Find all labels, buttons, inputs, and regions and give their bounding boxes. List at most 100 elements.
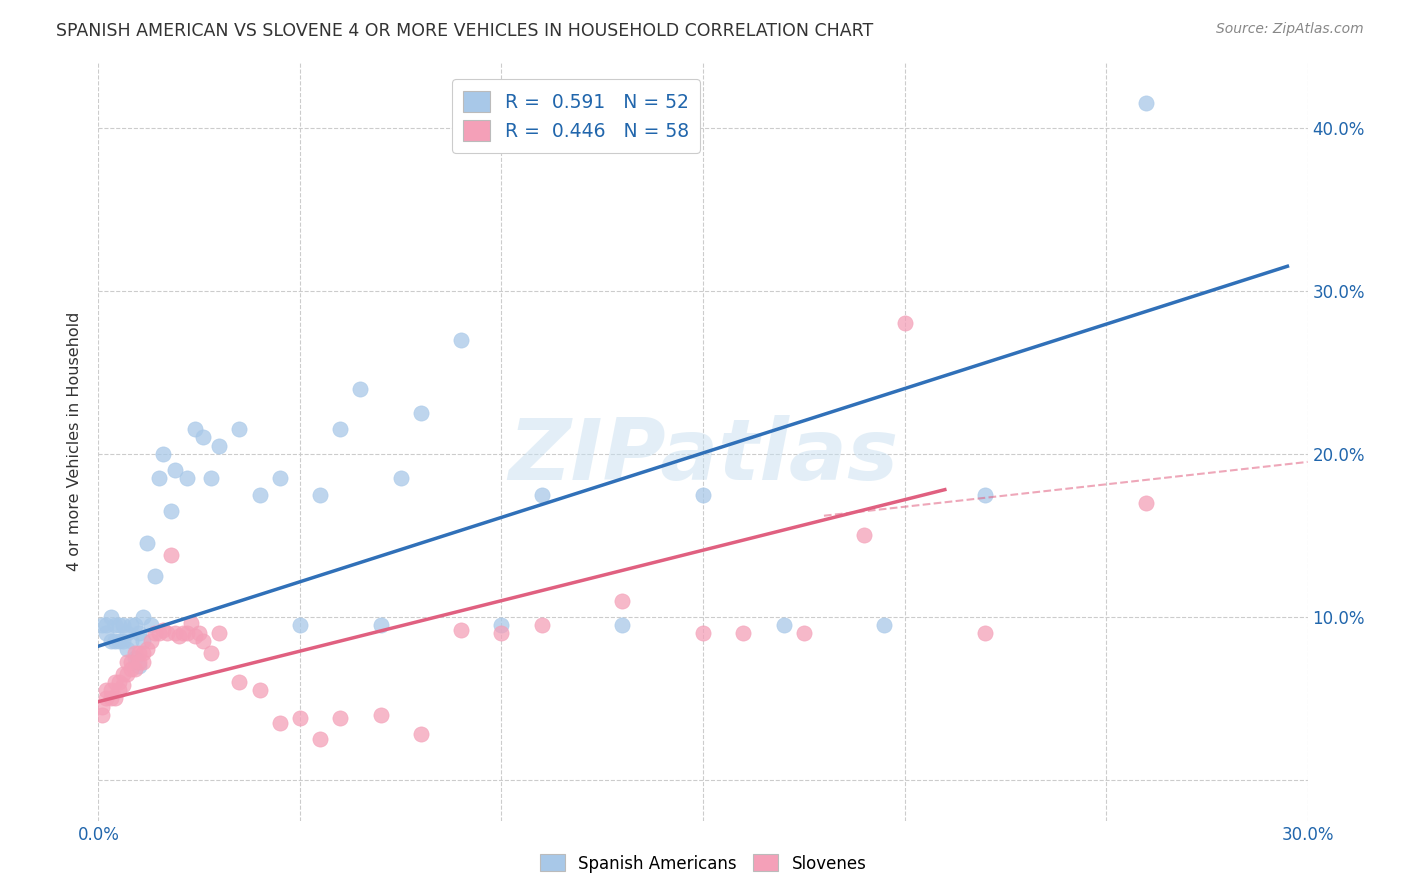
Point bbox=[120, 618, 142, 632]
Point bbox=[329, 711, 352, 725]
Point bbox=[288, 618, 311, 632]
Point bbox=[124, 650, 146, 665]
Point bbox=[249, 683, 271, 698]
Point bbox=[163, 463, 186, 477]
Point bbox=[103, 634, 125, 648]
Point bbox=[163, 626, 186, 640]
Point bbox=[115, 666, 138, 681]
Point bbox=[180, 616, 202, 631]
Point bbox=[184, 422, 207, 436]
Point bbox=[96, 618, 118, 632]
Point bbox=[309, 487, 332, 501]
Point bbox=[176, 626, 198, 640]
Point bbox=[530, 487, 553, 501]
Point bbox=[96, 691, 118, 706]
Point bbox=[128, 626, 150, 640]
Point bbox=[111, 618, 134, 632]
Point bbox=[107, 683, 129, 698]
Point bbox=[107, 675, 129, 690]
Point bbox=[100, 691, 122, 706]
Point bbox=[148, 626, 170, 640]
Point bbox=[200, 471, 222, 485]
Point bbox=[692, 626, 714, 640]
Point bbox=[249, 487, 271, 501]
Point bbox=[188, 626, 211, 640]
Point bbox=[143, 569, 166, 583]
Point bbox=[124, 618, 146, 632]
Point bbox=[409, 727, 432, 741]
Point bbox=[208, 626, 231, 640]
Point bbox=[128, 646, 150, 660]
Point bbox=[1135, 496, 1157, 510]
Point bbox=[873, 618, 896, 632]
Point bbox=[491, 626, 513, 640]
Point bbox=[132, 610, 155, 624]
Point bbox=[853, 528, 876, 542]
Point bbox=[200, 646, 222, 660]
Point bbox=[132, 634, 155, 648]
Point bbox=[139, 634, 162, 648]
Legend: Spanish Americans, Slovenes: Spanish Americans, Slovenes bbox=[533, 847, 873, 880]
Point bbox=[115, 656, 138, 670]
Point bbox=[160, 504, 183, 518]
Point bbox=[115, 626, 138, 640]
Point bbox=[208, 439, 231, 453]
Point bbox=[176, 471, 198, 485]
Point bbox=[120, 656, 142, 670]
Point bbox=[733, 626, 755, 640]
Point bbox=[132, 656, 155, 670]
Point bbox=[107, 618, 129, 632]
Point bbox=[612, 593, 634, 607]
Point bbox=[128, 658, 150, 673]
Point bbox=[100, 634, 122, 648]
Text: ZIPatlas: ZIPatlas bbox=[508, 415, 898, 499]
Point bbox=[143, 626, 166, 640]
Point bbox=[349, 382, 371, 396]
Point bbox=[228, 422, 250, 436]
Point bbox=[450, 623, 472, 637]
Point bbox=[124, 662, 146, 676]
Point bbox=[111, 634, 134, 648]
Point bbox=[193, 634, 215, 648]
Point bbox=[139, 618, 162, 632]
Point bbox=[772, 618, 794, 632]
Point bbox=[269, 715, 291, 730]
Point bbox=[128, 656, 150, 670]
Point bbox=[288, 711, 311, 725]
Point bbox=[228, 675, 250, 690]
Point bbox=[167, 629, 190, 643]
Point bbox=[120, 634, 142, 648]
Point bbox=[612, 618, 634, 632]
Point bbox=[96, 683, 118, 698]
Point bbox=[893, 316, 915, 330]
Point bbox=[370, 618, 392, 632]
Point bbox=[160, 548, 183, 562]
Point bbox=[103, 618, 125, 632]
Point bbox=[329, 422, 352, 436]
Point bbox=[103, 691, 125, 706]
Point bbox=[530, 618, 553, 632]
Point bbox=[974, 487, 997, 501]
Legend: R =  0.591   N = 52, R =  0.446   N = 58: R = 0.591 N = 52, R = 0.446 N = 58 bbox=[453, 79, 700, 153]
Point bbox=[91, 699, 114, 714]
Point bbox=[100, 610, 122, 624]
Point bbox=[115, 642, 138, 657]
Point bbox=[111, 666, 134, 681]
Point bbox=[111, 678, 134, 692]
Point bbox=[793, 626, 815, 640]
Point bbox=[103, 675, 125, 690]
Point bbox=[692, 487, 714, 501]
Text: SPANISH AMERICAN VS SLOVENE 4 OR MORE VEHICLES IN HOUSEHOLD CORRELATION CHART: SPANISH AMERICAN VS SLOVENE 4 OR MORE VE… bbox=[56, 22, 873, 40]
Y-axis label: 4 or more Vehicles in Household: 4 or more Vehicles in Household bbox=[67, 312, 83, 571]
Point bbox=[96, 626, 118, 640]
Point bbox=[491, 618, 513, 632]
Point bbox=[152, 447, 174, 461]
Point bbox=[193, 430, 215, 444]
Point bbox=[91, 707, 114, 722]
Text: Source: ZipAtlas.com: Source: ZipAtlas.com bbox=[1216, 22, 1364, 37]
Point bbox=[1135, 96, 1157, 111]
Point bbox=[132, 646, 155, 660]
Point bbox=[172, 626, 194, 640]
Point bbox=[91, 618, 114, 632]
Point bbox=[124, 646, 146, 660]
